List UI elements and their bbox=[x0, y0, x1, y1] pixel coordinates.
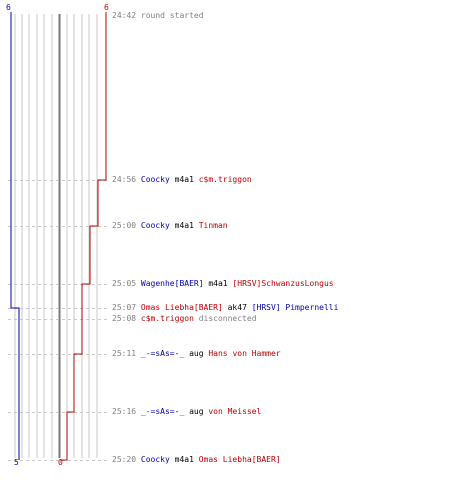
event-time: 25:16 bbox=[112, 407, 141, 416]
blue-player-name: [HRSV] Pimpernelli bbox=[251, 303, 339, 312]
red-team-start-count: 6 bbox=[104, 3, 109, 12]
event-time: 25:11 bbox=[112, 349, 141, 358]
red-player-name: c$m.triggon bbox=[198, 175, 252, 184]
weapon-name: ak47 bbox=[222, 303, 252, 312]
red-player-name: Omas Liebha[BAER] bbox=[198, 455, 281, 464]
event-time: 25:08 bbox=[112, 314, 141, 323]
weapon-name: m4a1 bbox=[169, 221, 199, 230]
event-row: 25:05 Wagenhe[BAER] m4a1 [HRSV]Schwanzus… bbox=[112, 279, 334, 289]
event-time: 25:07 bbox=[112, 303, 141, 312]
event-row: 24:42 round started bbox=[112, 11, 204, 21]
red-player-name: von Meissel bbox=[208, 407, 262, 416]
blue-player-name: _-=sAs=-_ bbox=[140, 349, 185, 358]
red-player-name: Hans von Hammer bbox=[208, 349, 281, 358]
red-team-end-count: 0 bbox=[58, 458, 63, 467]
event-time: 24:56 bbox=[112, 175, 141, 184]
blue-team-line bbox=[10, 12, 20, 460]
blue-team-start-count: 6 bbox=[6, 3, 11, 12]
event-time: 24:42 bbox=[112, 11, 141, 20]
blue-team-end-count: 5 bbox=[14, 458, 19, 467]
weapon-name: aug bbox=[184, 407, 209, 416]
event-row: 25:00 Coocky m4a1 Tinman bbox=[112, 221, 228, 231]
blue-player-name: Coocky bbox=[140, 455, 170, 464]
event-message: round started bbox=[140, 11, 204, 20]
event-message: disconnected bbox=[193, 314, 257, 323]
red-player-name: [HRSV]SchwanzusLongus bbox=[232, 279, 334, 288]
event-row: 25:16 _-=sAs=-_ aug von Meissel bbox=[112, 407, 261, 417]
event-row: 25:08 c$m.triggon disconnected bbox=[112, 314, 257, 324]
event-row: 25:07 Omas Liebha[BAER] ak47 [HRSV] Pimp… bbox=[112, 303, 338, 313]
red-team-line bbox=[60, 12, 107, 461]
red-player-name: c$m.triggon bbox=[140, 314, 194, 323]
event-time: 25:05 bbox=[112, 279, 141, 288]
weapon-name: m4a1 bbox=[203, 279, 233, 288]
blue-player-name: _-=sAs=-_ bbox=[140, 407, 185, 416]
red-player-name: Omas Liebha[BAER] bbox=[140, 303, 223, 312]
blue-player-name: Coocky bbox=[140, 175, 170, 184]
event-time: 25:00 bbox=[112, 221, 141, 230]
weapon-name: m4a1 bbox=[169, 175, 199, 184]
event-time: 25:20 bbox=[112, 455, 141, 464]
event-row: 24:56 Coocky m4a1 c$m.triggon bbox=[112, 175, 252, 185]
weapon-name: aug bbox=[184, 349, 209, 358]
event-row: 25:11 _-=sAs=-_ aug Hans von Hammer bbox=[112, 349, 281, 359]
weapon-name: m4a1 bbox=[169, 455, 199, 464]
red-player-name: Tinman bbox=[198, 221, 228, 230]
blue-player-name: Wagenhe[BAER] bbox=[140, 279, 204, 288]
blue-player-name: Coocky bbox=[140, 221, 170, 230]
event-row: 25:20 Coocky m4a1 Omas Liebha[BAER] bbox=[112, 455, 281, 465]
